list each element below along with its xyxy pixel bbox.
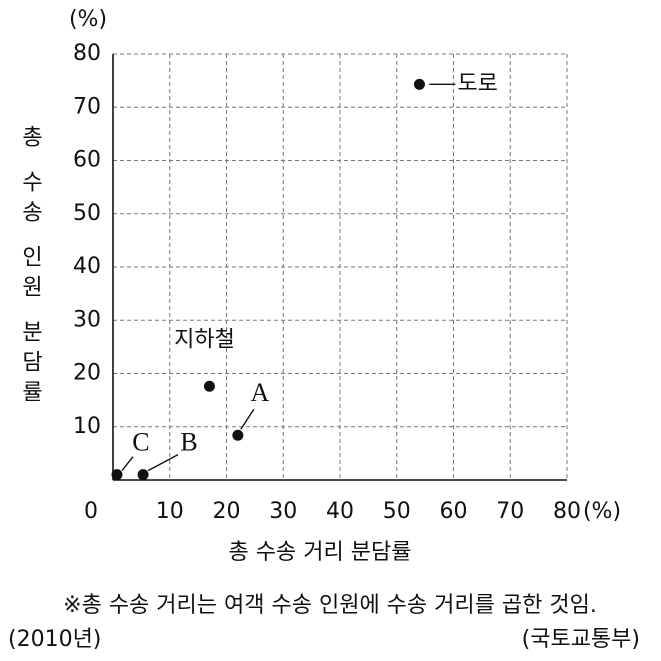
y-tick-label: 20 [73, 361, 101, 386]
y-tick-label: 10 [73, 414, 101, 439]
point [203, 380, 215, 392]
y-tick-label: 60 [73, 148, 101, 173]
note: ※총 수송 거리는 여객 수송 인원에 수송 거리를 곱한 것임. [63, 593, 597, 618]
x-tick-label: 80 [553, 499, 581, 524]
point [111, 469, 123, 481]
x-tick-label: 30 [269, 499, 297, 524]
x-tick-label: 20 [213, 499, 241, 524]
point [232, 429, 244, 441]
x-tick-label: 50 [383, 499, 411, 524]
y-tick-label: 70 [73, 94, 101, 119]
x-tick-label: 60 [440, 499, 468, 524]
source: (국토교통부) [522, 627, 640, 652]
x-tick-label: 40 [326, 499, 354, 524]
x-axis-label: 총 수송 거리 분담률 [229, 540, 412, 565]
point-label: C [132, 428, 149, 457]
y-unit: (%) [69, 7, 107, 32]
x-unit: (%) [583, 499, 621, 524]
year: (2010년) [8, 627, 101, 652]
y-axis-label: 총 수송 인원 분담률 [18, 125, 43, 410]
point-label: 지하철 [174, 327, 235, 352]
leader-line [147, 454, 179, 472]
point [413, 78, 425, 90]
y-tick-label: 50 [73, 201, 101, 226]
point-label: A [250, 378, 269, 407]
y-tick-label: 80 [73, 41, 101, 66]
point [137, 469, 149, 481]
y-tick-label: 40 [73, 254, 101, 279]
leader-line [240, 408, 255, 430]
x-tick-label: 0 [84, 499, 98, 524]
leader-line [121, 456, 134, 472]
x-tick-label: 10 [156, 499, 184, 524]
y-tick-label: 30 [73, 307, 101, 332]
point-label: 도로 [457, 71, 497, 96]
x-tick-label: 70 [496, 499, 524, 524]
point-label: B [180, 428, 197, 457]
